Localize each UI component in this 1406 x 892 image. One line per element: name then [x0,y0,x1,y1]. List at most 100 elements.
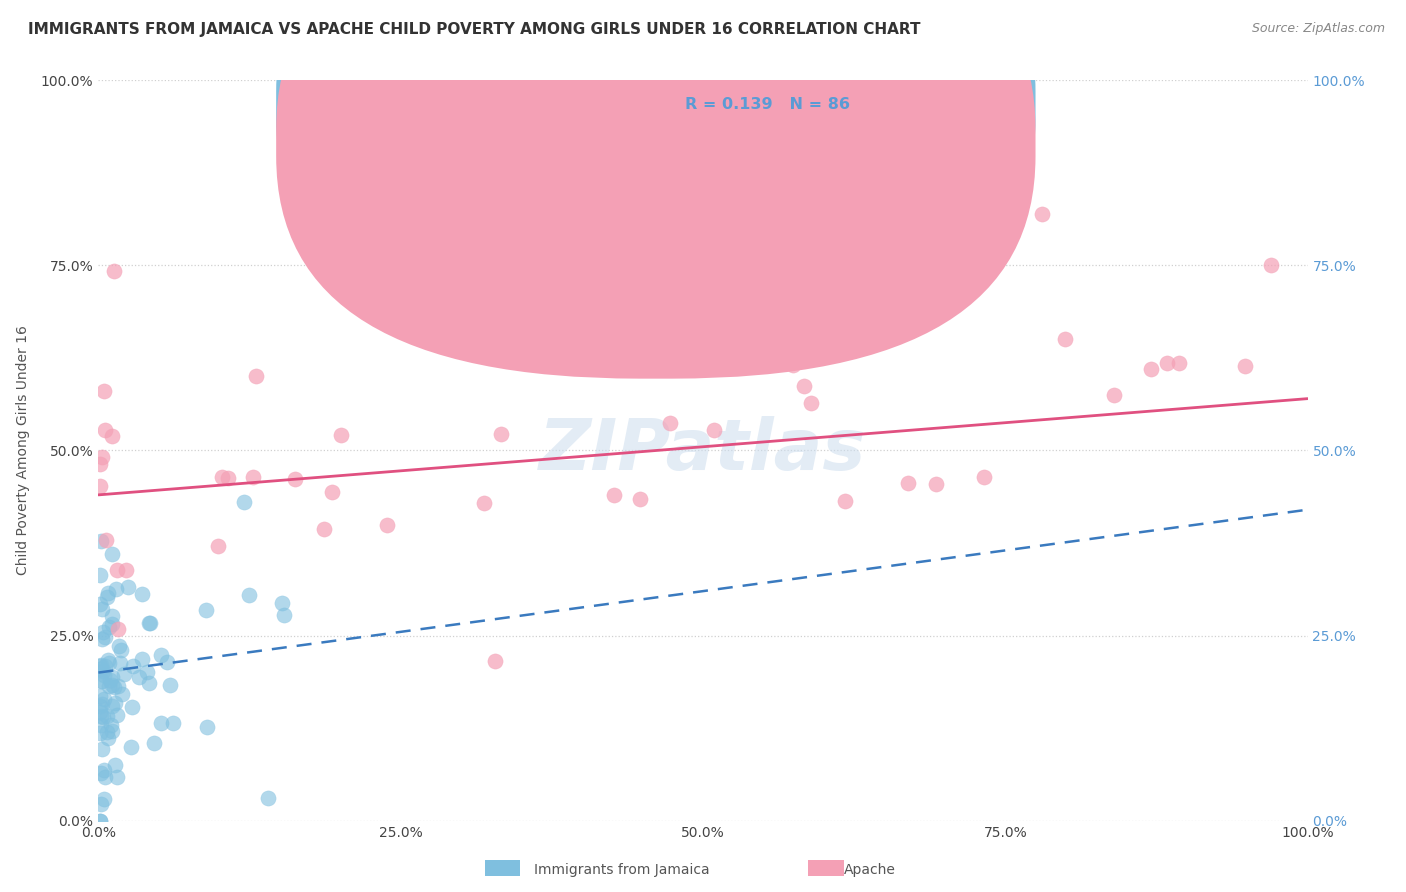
Point [330,427,353,442]
Point [195,603,218,617]
Point [89,705,111,719]
Point [89,690,111,704]
Point [105,708,128,723]
Point [98,679,121,693]
Point [897,475,920,490]
Point [1053,332,1076,346]
Point [93,709,115,723]
Point [659,416,682,430]
Point [139,616,162,631]
Point [138,616,160,631]
Text: R = 0.231   N = 44: R = 0.231 N = 44 [685,134,849,149]
Text: Apache: Apache [844,863,896,877]
Point [94,630,117,644]
Point [1140,361,1163,376]
Point [91,450,114,464]
Point [242,470,264,484]
Point [91,664,114,678]
Point [89,726,111,740]
Point [97,620,120,634]
Point [150,715,173,730]
Point [96,725,118,739]
Point [90,718,112,732]
Point [1102,388,1125,402]
Point [138,676,160,690]
Point [1156,356,1178,370]
Point [110,643,132,657]
Point [793,378,815,392]
Point [245,369,267,384]
Point [101,547,124,561]
Point [108,656,131,670]
Point [603,487,626,501]
Point [93,624,115,639]
Point [89,814,111,828]
Point [96,591,118,605]
Point [122,659,145,673]
Point [973,470,995,484]
Point [100,616,122,631]
Point [89,658,111,673]
Point [98,673,121,688]
Y-axis label: Child Poverty Among Girls Under 16: Child Poverty Among Girls Under 16 [15,326,30,575]
Point [104,758,127,772]
Text: IMMIGRANTS FROM JAMAICA VS APACHE CHILD POVERTY AMONG GIRLS UNDER 16 CORRELATION: IMMIGRANTS FROM JAMAICA VS APACHE CHILD … [28,22,921,37]
Point [90,697,112,711]
Point [94,423,117,437]
Point [121,700,143,714]
Point [256,791,278,805]
Point [1031,206,1053,220]
Point [112,667,135,681]
Point [94,770,117,784]
Point [375,517,398,532]
Point [162,716,184,731]
Point [834,494,856,508]
Point [93,384,115,399]
Point [89,597,111,611]
Point [484,654,506,668]
Point [97,653,120,667]
Point [89,568,111,582]
Point [131,587,153,601]
Point [96,709,118,723]
Point [131,651,153,665]
Point [100,608,122,623]
Point [90,742,112,756]
Point [90,673,112,688]
Point [207,540,229,554]
Point [97,731,120,746]
Point [98,656,121,670]
Point [96,533,118,548]
Point [108,639,131,653]
Point [149,648,172,662]
Point [89,479,111,493]
Point [136,665,159,679]
Point [1167,356,1189,370]
Point [628,492,651,507]
Point [115,563,138,577]
Point [1234,359,1257,374]
Point [314,522,336,536]
Point [94,658,117,673]
Point [91,632,114,647]
Point [142,736,165,750]
Point [89,699,111,714]
Point [90,674,112,689]
Point [156,656,179,670]
Point [89,457,111,471]
FancyBboxPatch shape [276,0,1035,378]
Point [111,687,134,701]
Text: Immigrants from Jamaica: Immigrants from Jamaica [534,863,710,877]
Point [128,670,150,684]
Point [90,709,112,723]
Point [159,677,181,691]
Text: Source: ZipAtlas.com: Source: ZipAtlas.com [1251,22,1385,36]
Point [800,396,823,410]
Point [321,484,343,499]
Point [120,739,142,754]
Point [93,792,115,806]
Point [90,533,112,548]
Point [101,699,124,714]
Point [117,580,139,594]
Point [89,814,111,828]
